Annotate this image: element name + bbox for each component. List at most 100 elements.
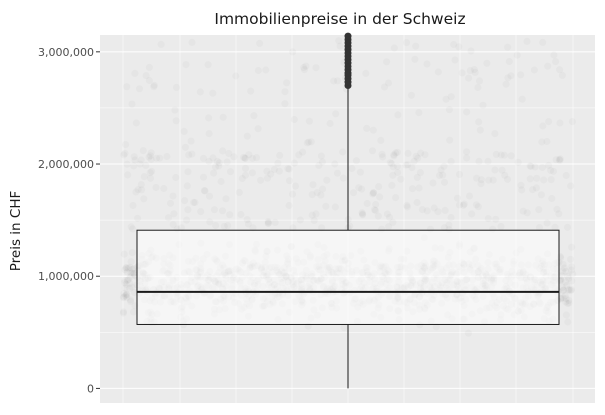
data-point	[543, 138, 550, 145]
data-point	[121, 150, 128, 157]
data-point	[363, 125, 370, 132]
data-point	[372, 201, 379, 208]
data-point	[414, 199, 421, 206]
data-point	[547, 167, 554, 174]
data-point	[265, 218, 272, 225]
data-point	[136, 85, 143, 92]
data-point	[504, 176, 511, 183]
chart-title: Immobilienpreise in der Schweiz	[214, 10, 465, 28]
data-point	[183, 217, 190, 224]
data-point	[404, 150, 411, 157]
data-point	[397, 176, 404, 183]
data-point	[197, 88, 204, 95]
data-point	[205, 61, 212, 68]
data-point	[128, 269, 135, 276]
data-point	[131, 153, 138, 160]
data-point	[467, 47, 474, 54]
y-tick-label: 1,000,000	[38, 270, 94, 283]
data-point	[523, 38, 530, 45]
data-point	[242, 172, 249, 179]
data-point	[146, 64, 153, 71]
data-point	[544, 63, 551, 70]
data-point	[140, 147, 147, 154]
data-point	[140, 195, 147, 202]
data-point	[413, 153, 420, 160]
data-point	[286, 166, 293, 173]
data-point	[257, 177, 264, 184]
data-point	[468, 210, 475, 217]
data-point	[286, 202, 293, 209]
data-point	[533, 184, 540, 191]
data-point	[491, 166, 498, 173]
data-point	[544, 219, 551, 226]
data-point	[226, 211, 233, 218]
data-point	[131, 70, 138, 77]
data-point	[300, 64, 307, 71]
data-point	[562, 292, 569, 299]
data-point	[340, 175, 347, 182]
data-point	[163, 153, 170, 160]
data-point	[152, 184, 159, 191]
data-point	[355, 184, 362, 191]
data-point	[408, 164, 415, 171]
data-point	[465, 75, 472, 82]
data-point	[148, 149, 155, 156]
data-point	[219, 207, 226, 214]
data-point	[250, 112, 257, 119]
data-point	[491, 130, 498, 137]
data-point	[567, 256, 574, 263]
data-point	[527, 175, 534, 182]
data-point	[281, 88, 288, 95]
data-point	[306, 118, 313, 125]
data-point	[404, 203, 411, 210]
data-point	[362, 70, 369, 77]
data-point	[411, 56, 418, 63]
box-group	[136, 32, 560, 389]
data-point	[394, 111, 401, 118]
data-point	[348, 165, 355, 172]
y-tick-label: 2,000,000	[38, 158, 94, 171]
data-point	[492, 216, 499, 223]
data-point	[477, 127, 484, 134]
data-point	[224, 158, 231, 165]
data-point	[271, 166, 278, 173]
data-point	[533, 175, 540, 182]
data-point	[200, 155, 207, 162]
data-point	[129, 225, 136, 232]
data-point	[383, 58, 390, 65]
data-point	[476, 77, 483, 84]
data-point	[435, 68, 442, 75]
data-point	[556, 156, 563, 163]
data-point	[304, 139, 311, 146]
data-point	[519, 96, 526, 103]
data-point	[286, 177, 293, 184]
data-point	[565, 275, 572, 282]
data-point	[517, 71, 524, 78]
data-point	[129, 249, 136, 256]
data-point	[188, 138, 195, 145]
data-point	[415, 109, 422, 116]
data-point	[475, 118, 482, 125]
data-point	[564, 318, 571, 325]
data-point	[388, 182, 395, 189]
data-point	[245, 151, 252, 158]
data-point	[535, 206, 542, 213]
data-point	[465, 330, 472, 337]
data-point	[227, 168, 234, 175]
data-point	[292, 183, 299, 190]
data-point	[297, 216, 304, 223]
data-point	[141, 173, 148, 180]
data-point	[322, 203, 329, 210]
data-point	[312, 210, 319, 217]
data-point	[416, 184, 423, 191]
data-point	[335, 37, 342, 44]
data-point	[483, 60, 490, 67]
data-point	[171, 107, 178, 114]
data-point	[385, 79, 392, 86]
data-point	[501, 152, 508, 159]
data-point	[318, 152, 325, 159]
data-point	[559, 72, 566, 79]
data-point	[130, 162, 137, 169]
data-point	[392, 194, 399, 201]
data-point	[173, 117, 180, 124]
